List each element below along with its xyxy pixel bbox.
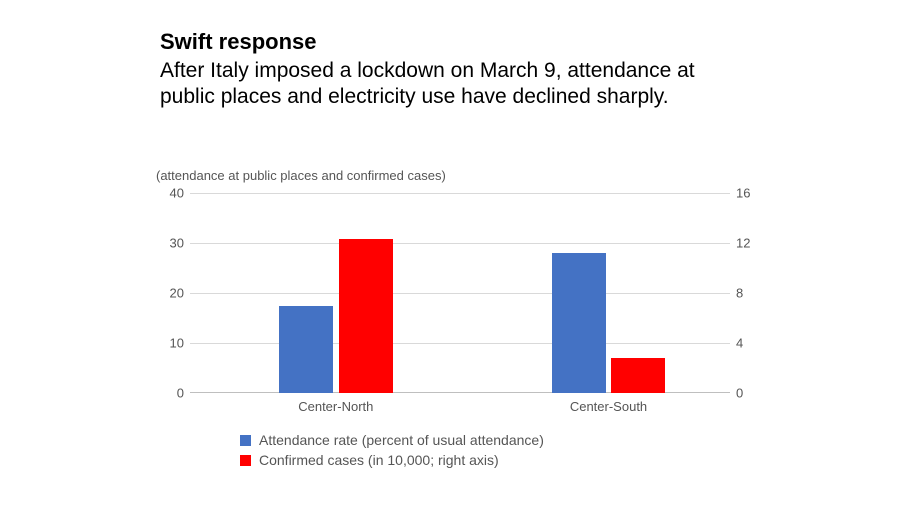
chart: (attendance at public places and confirm… xyxy=(150,168,770,393)
legend-swatch xyxy=(240,455,251,466)
legend-label: Attendance rate (percent of usual attend… xyxy=(259,432,544,448)
legend-swatch xyxy=(240,435,251,446)
chart-subtitle: (attendance at public places and confirm… xyxy=(156,168,770,183)
y-axis-left-tick: 30 xyxy=(156,236,184,251)
x-axis-category-label: Center-North xyxy=(298,399,373,414)
chart-page: Swift response After Italy imposed a loc… xyxy=(0,0,900,507)
headline-block: Swift response After Italy imposed a loc… xyxy=(160,28,720,110)
y-axis-left-tick: 40 xyxy=(156,186,184,201)
y-axis-right-tick: 12 xyxy=(736,236,764,251)
legend-label: Confirmed cases (in 10,000; right axis) xyxy=(259,452,499,468)
headline-subtitle: After Italy imposed a lockdown on March … xyxy=(160,58,720,111)
y-axis-right-tick: 0 xyxy=(736,386,764,401)
x-axis-category-label: Center-South xyxy=(570,399,647,414)
bar-attendance xyxy=(552,253,606,393)
legend-item: Attendance rate (percent of usual attend… xyxy=(240,432,544,448)
y-axis-right-tick: 8 xyxy=(736,286,764,301)
bar-confirmed xyxy=(339,239,393,393)
y-axis-right-tick: 4 xyxy=(736,336,764,351)
y-axis-left-tick: 10 xyxy=(156,336,184,351)
chart-plot-area: 0010420830124016 Center-NorthCenter-Sout… xyxy=(190,193,730,393)
bar-attendance xyxy=(279,306,333,394)
headline-title: Swift response xyxy=(160,28,720,56)
legend-item: Confirmed cases (in 10,000; right axis) xyxy=(240,452,544,468)
chart-legend: Attendance rate (percent of usual attend… xyxy=(240,432,544,472)
bar-confirmed xyxy=(611,358,665,393)
y-axis-right-tick: 16 xyxy=(736,186,764,201)
y-axis-left-tick: 20 xyxy=(156,286,184,301)
y-axis-left-tick: 0 xyxy=(156,386,184,401)
